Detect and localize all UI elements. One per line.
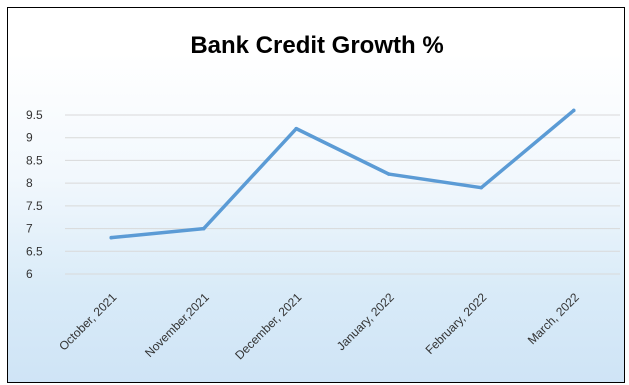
data-point <box>571 108 576 113</box>
y-tick-label: 6 <box>26 267 33 281</box>
chart-frame: Bank Credit Growth % 6 6.5 7 7.5 8 8.5 9 9.5 Oc… <box>7 7 625 383</box>
x-axis-tick-labels: October, 2021 November,2021 December, 2021… <box>56 290 582 362</box>
x-tick-label: March, 2022 <box>525 290 582 347</box>
data-point <box>294 126 299 131</box>
data-point <box>201 226 206 231</box>
x-tick-label: December, 2021 <box>232 290 304 362</box>
y-tick-label: 9.5 <box>26 108 43 122</box>
series-group <box>109 108 576 240</box>
x-tick-label: February, 2022 <box>423 290 490 357</box>
y-tick-label: 7.5 <box>26 199 43 213</box>
gridlines <box>65 114 620 275</box>
data-point <box>479 185 484 190</box>
y-tick-label: 7 <box>26 222 33 236</box>
y-tick-label: 8.5 <box>26 153 43 167</box>
y-axis-tick-labels: 6 6.5 7 7.5 8 8.5 9 9.5 <box>26 108 43 281</box>
x-tick-label: November,2021 <box>142 290 212 360</box>
series-line <box>109 108 576 240</box>
data-point <box>109 235 114 240</box>
y-tick-label: 6.5 <box>26 244 43 258</box>
chart-title: Bank Credit Growth % <box>190 32 444 59</box>
data-point <box>386 172 391 176</box>
y-tick-label: 9 <box>26 131 33 145</box>
y-tick-label: 8 <box>26 176 33 190</box>
plot-area: 6 6.5 7 7.5 8 8.5 9 9.5 October, 2021 November,2… <box>26 108 620 362</box>
x-tick-label: January, 2022 <box>334 290 397 353</box>
x-tick-label: October, 2021 <box>56 290 119 353</box>
